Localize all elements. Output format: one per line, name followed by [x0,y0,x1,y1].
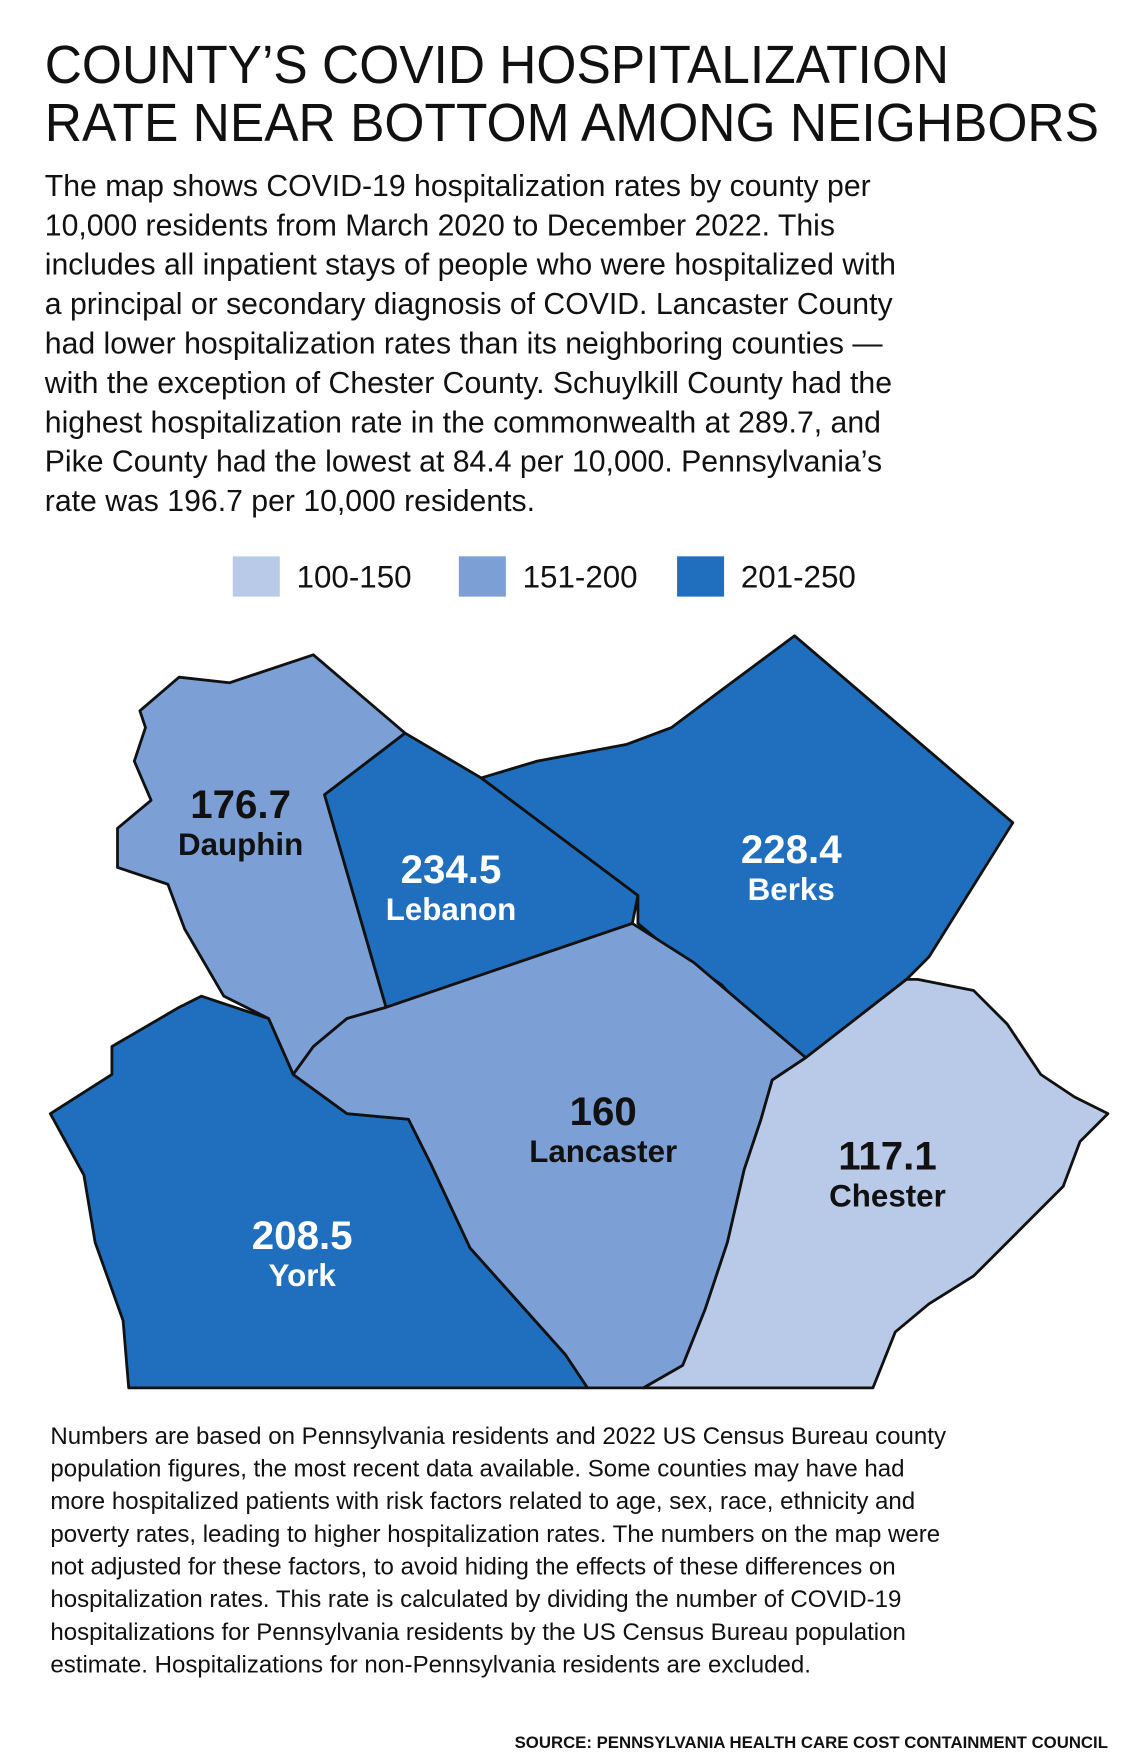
footnote-line: poverty rates, leading to higher hospita… [50,1521,940,1548]
legend-swatch [677,556,725,597]
county-value: 117.1 [838,1134,937,1179]
footnote-line: estimate. Hospitalizations for non-Penns… [50,1652,811,1679]
county-value: 208.5 [252,1213,353,1258]
description-line: 10,000 residents from March 2020 to Dece… [45,209,835,242]
description-line: The map shows COVID-19 hospitalization r… [45,170,871,203]
footnote-line: more hospitalized patients with risk fac… [50,1488,915,1515]
description-line: includes all inpatient stays of people w… [45,249,896,282]
county-value: 176.7 [190,782,291,827]
title-line: RATE NEAR BOTTOM AMONG NEIGHBORS [45,93,1099,153]
county-name: York [269,1258,337,1293]
county-name: Chester [829,1179,946,1214]
county-name: Berks [748,872,835,907]
legend-label: 151-200 [523,560,638,595]
legend-label: 100-150 [297,560,412,595]
county-name: Lebanon [386,892,517,927]
county-value: 160 [570,1089,637,1134]
description-line: rate was 196.7 per 10,000 residents. [45,485,535,518]
county-value: 228.4 [741,827,842,872]
footnote-line: population figures, the most recent data… [50,1455,904,1482]
source: SOURCE: PENNSYLVANIA HEALTH CARE COST CO… [515,1733,1108,1752]
county-value: 234.5 [401,847,502,892]
legend-swatch [458,556,506,597]
title-line: COUNTY’S COVID HOSPITALIZATION [45,35,949,95]
legend-swatch [232,556,280,597]
footnote-line: not adjusted for these factors, to avoid… [50,1554,895,1581]
footnote-line: hospitalizations for Pennsylvania reside… [50,1619,906,1646]
footnote-line: Numbers are based on Pennsylvania reside… [50,1423,946,1450]
description-line: with the exception of Chester County. Sc… [44,367,892,400]
county-name: Dauphin [178,827,303,862]
description-line: a principal or secondary diagnosis of CO… [45,288,894,321]
description-line: had lower hospitalization rates than its… [45,328,884,361]
description-line: Pike County had the lowest at 84.4 per 1… [45,446,882,479]
county-shape [642,977,1110,1390]
county-name: Lancaster [529,1134,677,1169]
footnote-line: hospitalization rates. This rate is calc… [50,1586,901,1613]
legend-label: 201-250 [741,560,856,595]
description-line: highest hospitalization rate in the comm… [45,406,881,439]
